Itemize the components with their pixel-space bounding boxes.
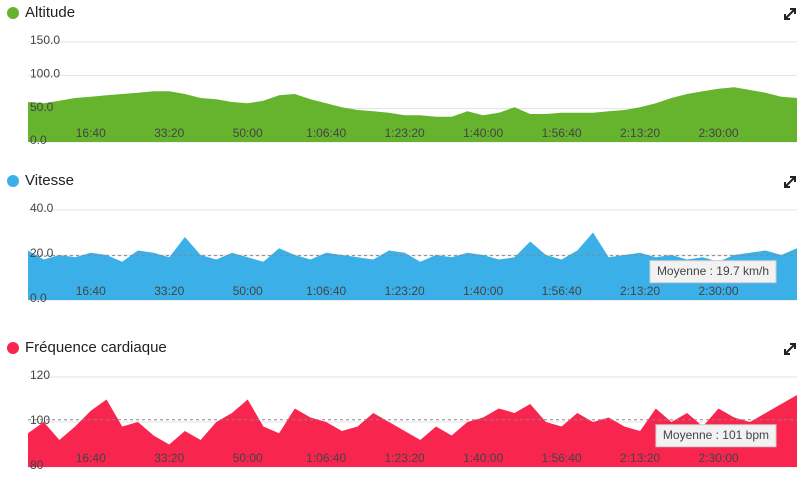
x-tick-label: 2:30:00 [699, 451, 739, 465]
y-tick-label: 100.0 [30, 67, 60, 81]
panel-title: Vitesse [25, 172, 74, 189]
x-tick-label: 2:13:20 [620, 451, 660, 465]
x-tick-label: 1:06:40 [306, 451, 346, 465]
y-tick-label: 0.0 [30, 133, 47, 147]
average-label: Moyenne : 101 bpm [655, 424, 777, 448]
x-tick-label: 50:00 [233, 284, 263, 298]
x-tick-label: 1:23:20 [385, 451, 425, 465]
x-tick-label: 1:56:40 [542, 451, 582, 465]
area [28, 87, 797, 142]
y-tick-label: 80 [30, 458, 44, 472]
panel-title: Altitude [25, 4, 75, 21]
area [28, 395, 797, 467]
x-tick-label: 1:23:20 [385, 126, 425, 140]
legend-dot [7, 175, 19, 187]
y-tick-label: 120 [30, 368, 50, 382]
y-tick-label: 0.0 [30, 291, 47, 305]
legend-dot [7, 342, 19, 354]
x-tick-label: 16:40 [76, 284, 106, 298]
x-tick-label: 50:00 [233, 451, 263, 465]
expand-icon[interactable] [784, 176, 796, 188]
x-tick-label: 1:40:00 [463, 451, 503, 465]
y-tick-label: 50.0 [30, 100, 54, 114]
x-tick-label: 1:06:40 [306, 126, 346, 140]
average-text: Moyenne : 101 bpm [663, 428, 769, 442]
average-box [649, 260, 777, 284]
x-tick-label: 1:40:00 [463, 126, 503, 140]
x-tick-label: 16:40 [76, 451, 106, 465]
area [28, 232, 797, 300]
y-tick-label: 40.0 [30, 201, 54, 215]
expand-icon[interactable] [784, 343, 796, 355]
x-tick-label: 2:30:00 [699, 126, 739, 140]
y-tick-label: 150.0 [30, 33, 60, 47]
x-tick-label: 33:20 [154, 451, 184, 465]
x-tick-label: 2:13:20 [620, 284, 660, 298]
x-tick-label: 16:40 [76, 126, 106, 140]
expand-icon[interactable] [784, 8, 796, 20]
x-tick-label: 2:30:00 [699, 284, 739, 298]
x-tick-label: 1:23:20 [385, 284, 425, 298]
average-text: Moyenne : 19.7 km/h [657, 264, 769, 278]
average-box [655, 424, 777, 448]
average-label: Moyenne : 19.7 km/h [649, 260, 777, 284]
panel-title: Fréquence cardiaque [25, 339, 167, 356]
x-tick-label: 50:00 [233, 126, 263, 140]
x-tick-label: 1:56:40 [542, 284, 582, 298]
x-tick-label: 33:20 [154, 284, 184, 298]
x-tick-label: 2:13:20 [620, 126, 660, 140]
y-tick-label: 20.0 [30, 246, 54, 260]
x-tick-label: 1:40:00 [463, 284, 503, 298]
legend-dot [7, 7, 19, 19]
x-tick-label: 1:56:40 [542, 126, 582, 140]
x-tick-label: 1:06:40 [306, 284, 346, 298]
x-tick-label: 33:20 [154, 126, 184, 140]
